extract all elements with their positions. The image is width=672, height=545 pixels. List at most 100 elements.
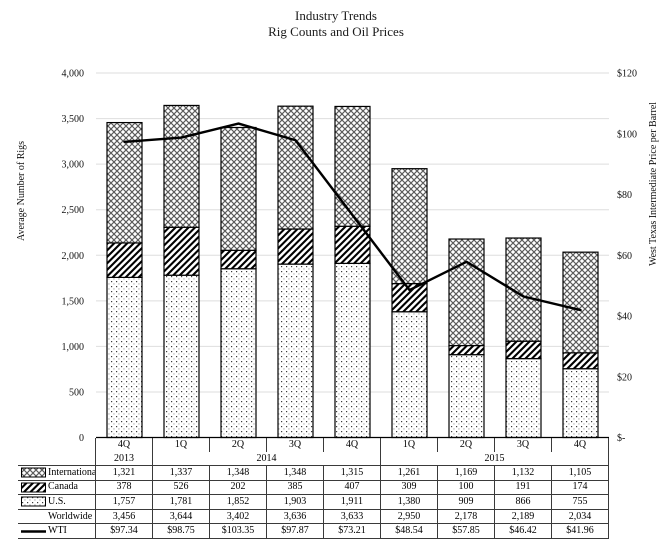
table-value-canada: 526 [153, 480, 210, 496]
table-value-international: 1,337 [153, 466, 210, 481]
dots-legend-swatch-icon [21, 496, 46, 507]
table-value-worldwide: 2,189 [495, 509, 552, 525]
bar-segment-international [334, 105, 371, 227]
table-value-u-s-: 755 [552, 495, 609, 510]
table-value-international: 1,105 [552, 466, 609, 481]
table-value-worldwide: 3,636 [267, 509, 324, 525]
table-value-wti: $48.54 [381, 524, 438, 539]
bar-segment-us [277, 263, 314, 439]
quarter-header: 2Q [438, 438, 495, 452]
left-tick-label: 2,500 [62, 205, 85, 216]
quarter-header: 4Q [96, 438, 153, 452]
bar-segment-us [562, 368, 599, 439]
bar-segment-canada [163, 226, 200, 276]
right-tick-label: $60 [617, 251, 632, 262]
table-value-worldwide: 3,644 [153, 509, 210, 525]
table-value-canada: 378 [96, 480, 153, 496]
quarter-header: 3Q [267, 438, 324, 452]
table-value-canada: 191 [495, 480, 552, 496]
table-value-worldwide: 2,034 [552, 509, 609, 525]
crosshatch-legend-swatch-icon [21, 467, 46, 478]
table-value-worldwide: 3,633 [324, 509, 381, 525]
table-value-canada: 174 [552, 480, 609, 496]
quarter-header: 1Q [153, 438, 210, 452]
bar-segment-us [220, 268, 257, 439]
table-row-label-u-s-: U.S. [18, 495, 96, 510]
year-header-2015: 2015 [381, 452, 609, 466]
year-header-2013: 2013 [96, 452, 153, 466]
quarter-header: 3Q [495, 438, 552, 452]
table-value-u-s-: 1,380 [381, 495, 438, 510]
right-tick-label: $80 [617, 190, 632, 201]
left-tick-label: 4,000 [62, 69, 85, 80]
bar-segment-international [448, 238, 485, 347]
table-value-u-s-: 1,757 [96, 495, 153, 510]
table-value-worldwide: 2,178 [438, 509, 495, 525]
table-value-canada: 407 [324, 480, 381, 496]
table-value-u-s-: 1,911 [324, 495, 381, 510]
table-row-label-international: International [18, 466, 96, 481]
bar-segment-us [391, 311, 428, 439]
right-axis-title: West Texas Intermediate Price per Barrel [648, 102, 659, 266]
table-corner-spacer [18, 438, 96, 452]
row-label-text-u-s-: U.S. [48, 495, 66, 507]
bar-segment-us [163, 274, 200, 439]
table-value-canada: 202 [210, 480, 267, 496]
left-axis-ticks: 0 500 1,000 1,500 2,000 2,500 3,000 3,500 4,000 [62, 69, 85, 445]
table-value-canada: 100 [438, 480, 495, 496]
table-value-wti: $103.35 [210, 524, 267, 539]
quarter-header: 4Q [324, 438, 381, 452]
row-label-text-international: International [48, 466, 96, 478]
left-tick-label: 3,000 [62, 160, 85, 171]
table-value-u-s-: 1,903 [267, 495, 324, 510]
table-row-label-canada: Canada [18, 480, 96, 496]
year-header-2014: 2014 [153, 452, 381, 466]
table-value-canada: 385 [267, 480, 324, 496]
right-tick-label: $120 [617, 69, 637, 80]
table-value-wti: $73.21 [324, 524, 381, 539]
chart-title-line2: Rig Counts and Oil Prices [268, 24, 404, 39]
table-row-label-worldwide: Worldwide [18, 509, 96, 525]
quarter-header: 2Q [210, 438, 267, 452]
bar-segment-canada [391, 282, 428, 313]
quarter-header: 4Q [552, 438, 609, 452]
table-value-u-s-: 1,781 [153, 495, 210, 510]
table-value-international: 1,261 [381, 466, 438, 481]
table-value-canada: 309 [381, 480, 438, 496]
right-axis-ticks: $- $20 $40 $60 $80 $100 $120 [617, 69, 637, 445]
table-value-worldwide: 3,456 [96, 509, 153, 525]
bar-segment-canada [220, 249, 257, 270]
left-tick-label: 2,000 [62, 251, 85, 262]
bar-segment-us [106, 276, 143, 439]
bar-segment-us [505, 357, 542, 439]
bar-segment-international [277, 105, 314, 230]
bar-segment-international [562, 251, 599, 354]
right-tick-label: $20 [617, 372, 632, 383]
table-value-international: 1,348 [210, 466, 267, 481]
table-value-international: 1,132 [495, 466, 552, 481]
left-tick-label: 3,500 [62, 114, 85, 125]
left-tick-label: 1,500 [62, 296, 85, 307]
diagonal-legend-swatch-icon [21, 482, 46, 493]
bar-segment-international [391, 168, 428, 285]
bar-segment-international [163, 104, 200, 228]
bar-segment-canada [277, 228, 314, 265]
table-value-international: 1,348 [267, 466, 324, 481]
table-value-wti: $41.96 [552, 524, 609, 539]
left-tick-label: 1,000 [62, 342, 85, 353]
stacked-bars [106, 104, 599, 439]
year-row-spacer [18, 452, 96, 466]
table-value-u-s-: 1,852 [210, 495, 267, 510]
bar-segment-us [448, 354, 485, 439]
bar-segment-canada [448, 344, 485, 356]
row-label-text-worldwide: Worldwide [48, 510, 93, 522]
line-legend-swatch-icon [21, 529, 46, 533]
left-axis-title: Average Number of Rigs [16, 141, 27, 241]
wti-price-line [123, 122, 582, 312]
table-value-international: 1,315 [324, 466, 381, 481]
bar-segment-canada [505, 340, 542, 360]
left-tick-label: 0 [79, 433, 84, 444]
table-value-u-s-: 866 [495, 495, 552, 510]
